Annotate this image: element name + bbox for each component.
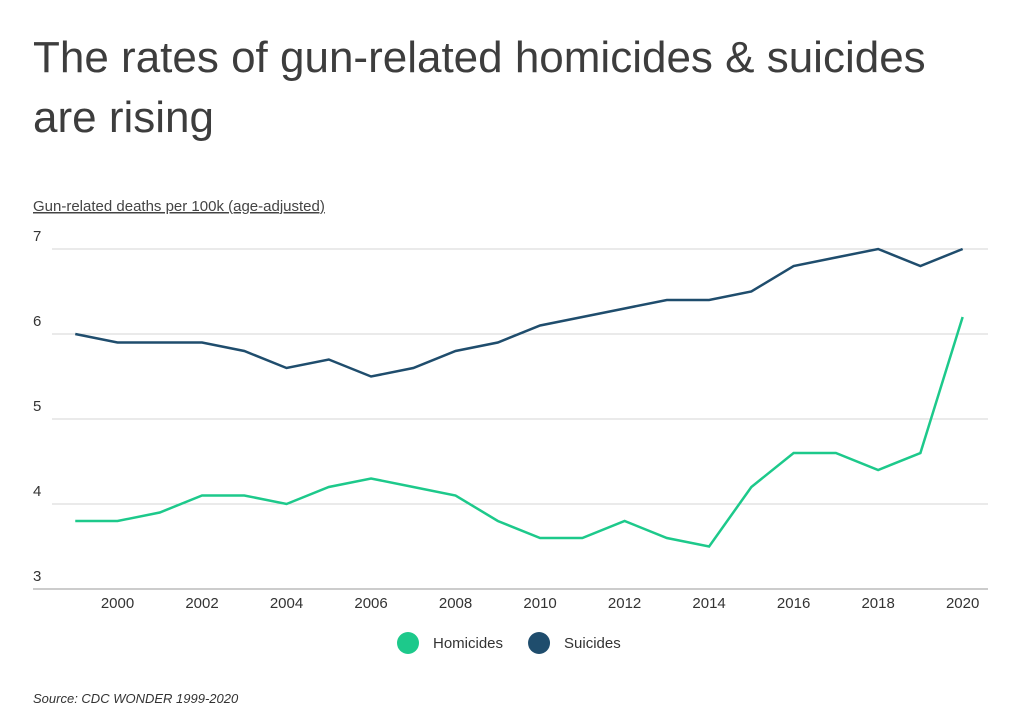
legend-label: Suicides: [564, 635, 621, 652]
legend-label: Homicides: [433, 635, 503, 652]
legend-swatch: [528, 632, 551, 654]
y-tick-label: 7: [33, 228, 41, 245]
x-tick-label: 2018: [861, 595, 894, 612]
series-line: [75, 247, 964, 378]
x-tick-label: 2006: [354, 595, 387, 612]
x-tick-label: 2012: [608, 595, 641, 612]
x-tick-label: 2016: [777, 595, 810, 612]
chart-title: The rates of gun-related homicides & sui…: [33, 33, 938, 142]
x-tick-label: 2014: [692, 595, 725, 612]
x-tick-label: 2000: [101, 595, 134, 612]
series-line: [75, 316, 964, 548]
y-axis-label: Gun-related deaths per 100k (age-adjuste…: [33, 198, 325, 215]
x-tick-label: 2020: [946, 595, 979, 612]
x-tick-label: 2002: [185, 595, 218, 612]
y-tick-label: 6: [33, 313, 41, 330]
source: Source: CDC WONDER 1999-2020: [33, 691, 239, 706]
y-tick-label: 4: [33, 483, 41, 500]
x-tick-label: 2008: [439, 595, 472, 612]
legend-swatch: [397, 632, 419, 654]
x-tick-label: 2004: [270, 595, 303, 612]
y-tick-label: 5: [33, 398, 41, 415]
x-tick-label: 2010: [523, 595, 556, 612]
y-tick-label: 3: [33, 568, 41, 585]
